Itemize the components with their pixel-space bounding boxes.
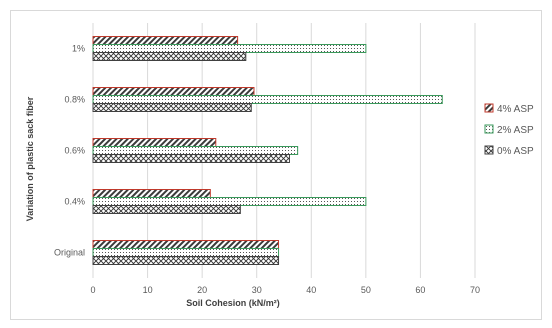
bar-2asp-2 xyxy=(92,146,299,155)
bar-2asp-1 xyxy=(92,197,367,206)
x-tick-label: 60 xyxy=(415,285,425,295)
x-tick-label: 30 xyxy=(252,285,262,295)
bar-0asp-4 xyxy=(92,52,247,61)
y-tick-label: 0.6% xyxy=(64,146,85,156)
legend-swatch xyxy=(484,103,494,113)
bar-4asp-2 xyxy=(92,138,217,147)
x-tick-label: 70 xyxy=(470,285,480,295)
bar-4asp-0 xyxy=(92,240,280,249)
y-tick-label: Original xyxy=(54,248,85,258)
legend-label: 0% ASP xyxy=(497,146,534,157)
bar-0asp-0 xyxy=(92,256,280,265)
bars xyxy=(92,36,443,265)
x-tick-label: 20 xyxy=(197,285,207,295)
bar-2asp-0 xyxy=(92,248,280,257)
chart-frame: 0 10 20 30 40 50 60 70 Original 0.4% 0.6% 0.8% 1% S… xyxy=(10,10,542,320)
legend: 4% ASP 2% ASP 0% ASP xyxy=(484,103,534,157)
bar-0asp-3 xyxy=(92,103,252,112)
bar-2asp-3 xyxy=(92,95,443,104)
x-axis-title: Soil Cohesion (kN/m²) xyxy=(186,298,280,308)
bar-4asp-1 xyxy=(92,189,211,198)
legend-swatch xyxy=(484,145,494,155)
bar-4asp-4 xyxy=(92,36,239,45)
bar-4asp-3 xyxy=(92,87,255,96)
cohesion-bar-chart: 0 10 20 30 40 50 60 70 Original 0.4% 0.6% 0.8% 1% S… xyxy=(25,23,534,308)
y-axis-title: Variation of plastic sack fiber xyxy=(25,96,35,221)
legend-label: 4% ASP xyxy=(497,104,534,115)
x-tick-labels: 0 10 20 30 40 50 60 70 xyxy=(90,285,480,295)
y-tick-label: 1% xyxy=(72,44,85,54)
bar-2asp-4 xyxy=(92,44,367,53)
x-tick-label: 0 xyxy=(90,285,95,295)
y-tick-labels: Original 0.4% 0.6% 0.8% 1% xyxy=(54,44,85,258)
legend-swatch xyxy=(484,124,494,134)
x-tick-label: 40 xyxy=(306,285,316,295)
legend-label: 2% ASP xyxy=(497,125,534,136)
x-tick-label: 50 xyxy=(361,285,371,295)
x-tick-label: 10 xyxy=(143,285,153,295)
y-tick-label: 0.8% xyxy=(64,95,85,105)
bar-0asp-1 xyxy=(92,205,241,214)
bar-0asp-2 xyxy=(92,154,290,163)
y-tick-label: 0.4% xyxy=(64,197,85,207)
